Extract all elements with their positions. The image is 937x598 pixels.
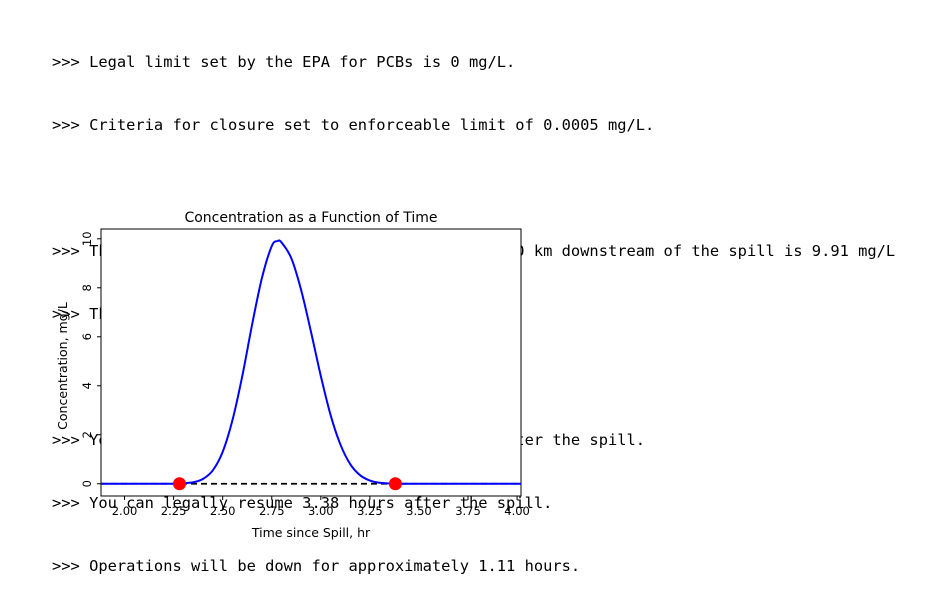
chart-title: Concentration as a Function of Time (184, 210, 437, 226)
plot-area-frame (100, 228, 522, 497)
x-tick-label: 3.25 (357, 504, 383, 518)
x-tick-label: 3.75 (455, 504, 481, 518)
x-tick-label: 3.00 (308, 504, 334, 518)
output-blank-line (52, 178, 895, 199)
y-tick-label: 4 (80, 382, 94, 389)
output-line-resume-operations: >>> You can legally resume 3.38 hours af… (52, 494, 553, 512)
y-tick-label: 6 (80, 333, 94, 340)
y-tick-label: 0 (80, 480, 94, 487)
y-tick-label: 2 (80, 431, 94, 438)
y-tick-label: 8 (80, 284, 94, 291)
x-tick-label: 2.00 (112, 504, 138, 518)
x-tick-label: 2.75 (259, 504, 285, 518)
output-line-downtime: >>> Operations will be down for approxim… (52, 557, 581, 575)
threshold-marker-point (388, 477, 402, 491)
y-axis-label: Concentration, mg/L (55, 302, 70, 430)
output-line-closure-criteria: >>> Criteria for closure set to enforcea… (52, 116, 655, 134)
x-axis-ticks: 2.00 2.25 2.50 2.75 3.00 3.25 3.50 3.75 4.00 (112, 496, 530, 518)
threshold-marker-point (173, 477, 187, 491)
x-tick-label: 2.50 (210, 504, 236, 518)
concentration-chart: Concentration as a Function of Time 2.00… (55, 210, 530, 540)
x-axis-label: Time since Spill, hr (251, 525, 371, 540)
output-line-epa-limit: >>> Legal limit set by the EPA for PCBs … (52, 53, 516, 71)
y-tick-label: 10 (80, 231, 94, 246)
x-tick-label: 2.25 (161, 504, 187, 518)
threshold-markers (173, 477, 402, 491)
concentration-curve (101, 239, 521, 485)
y-axis-ticks: 0 2 4 6 8 10 (80, 231, 101, 487)
x-tick-label: 3.50 (406, 504, 432, 518)
x-tick-label: 4.00 (504, 504, 530, 518)
